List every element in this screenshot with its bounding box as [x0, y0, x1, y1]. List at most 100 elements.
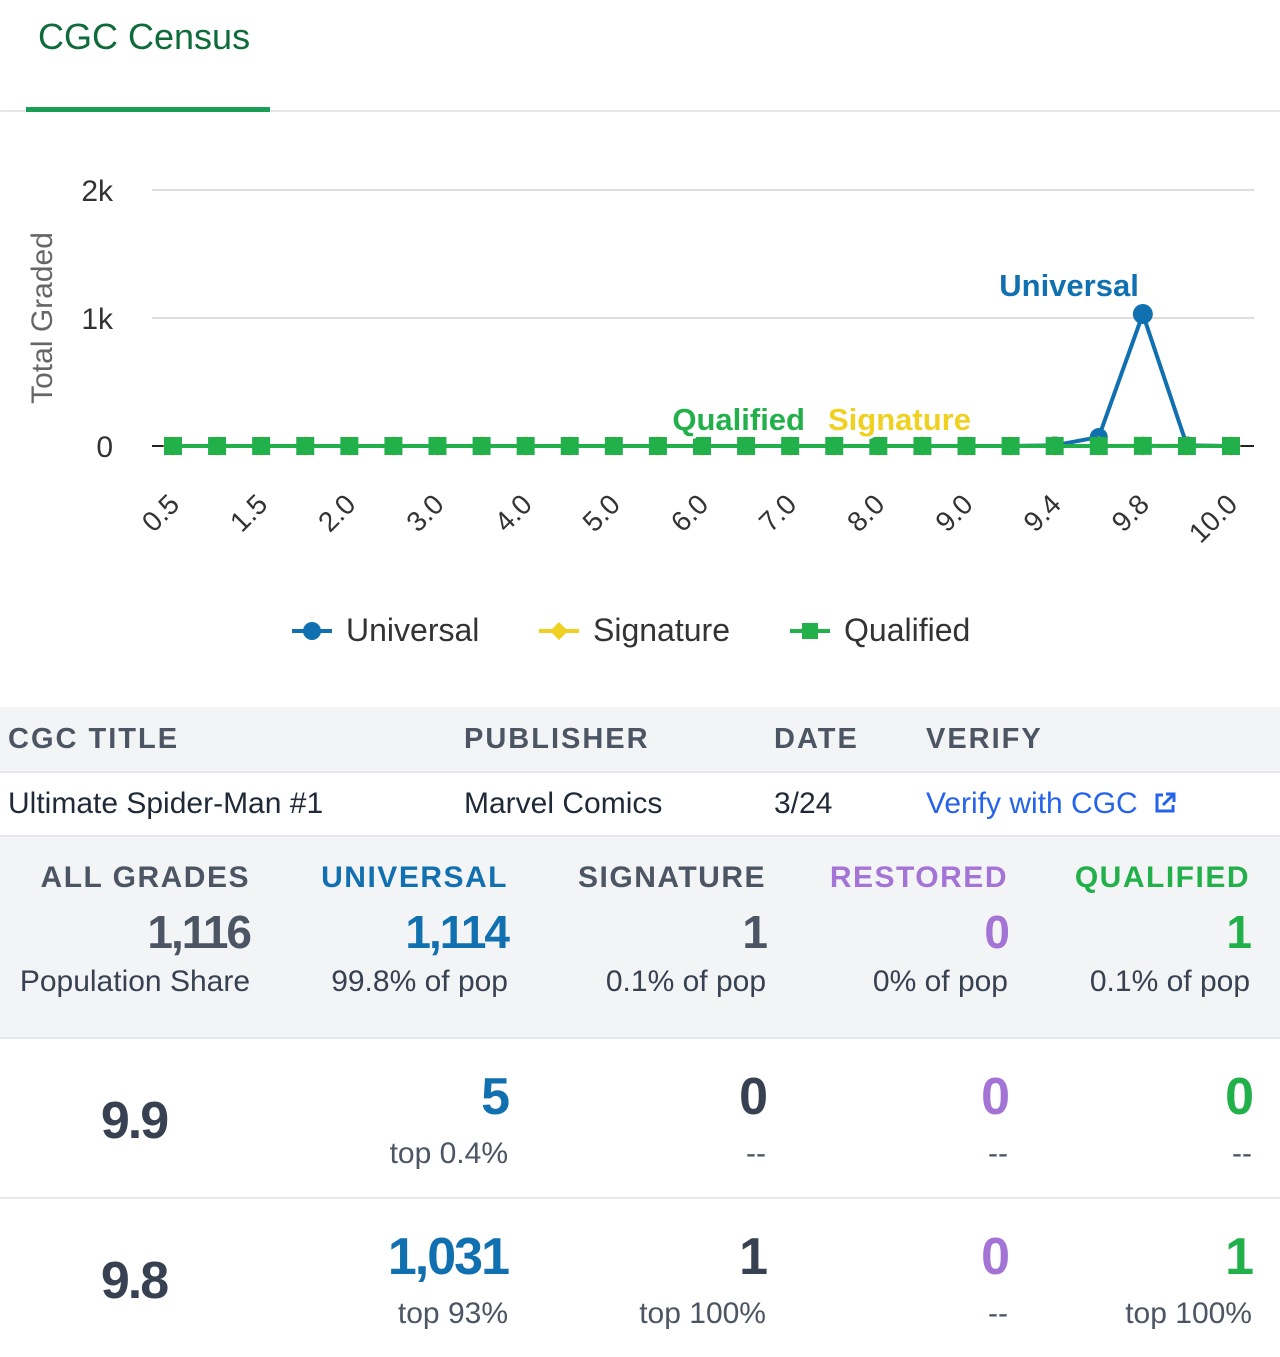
universal-count: 1,031 [280, 1227, 508, 1287]
qualified-count: 1 [1040, 1227, 1252, 1287]
legend-label: Signature [593, 612, 730, 649]
point-qualified [1002, 437, 1020, 455]
point-qualified [693, 437, 711, 455]
header-cgc-title: CGC TITLE [8, 723, 179, 756]
x-tick-label: 4.0 [488, 488, 537, 537]
summary-label: UNIVERSAL [280, 861, 508, 895]
signature-count: 0 [540, 1067, 766, 1127]
legend-item-universal[interactable]: Universal [290, 606, 490, 656]
point-qualified [958, 437, 976, 455]
grade-label: 9.9 [0, 1091, 268, 1151]
legend-label: Universal [346, 612, 479, 649]
chart-legend: Universal Signature Qualified [0, 606, 1280, 656]
x-tick-label: 1.5 [224, 488, 273, 537]
summary-value: 1,114 [280, 905, 508, 959]
y-tick-label: 1k [81, 303, 114, 336]
point-qualified [384, 437, 402, 455]
point-qualified [869, 437, 887, 455]
point-qualified [649, 437, 667, 455]
restored-count: 0 [790, 1067, 1008, 1127]
verify-with-cgc-link[interactable]: Verify with CGC [926, 787, 1178, 821]
summary-qualified: QUALIFIED 1 0.1% of pop [1040, 861, 1250, 999]
header-date: DATE [774, 723, 859, 756]
point-qualified [340, 437, 358, 455]
point-qualified [164, 437, 182, 455]
point-qualified [1222, 437, 1240, 455]
summary-label: RESTORED [790, 861, 1008, 895]
x-tick-label: 9.8 [1106, 488, 1155, 537]
signature-rank: -- [540, 1137, 766, 1171]
point-qualified [473, 437, 491, 455]
grade-label: 9.8 [0, 1251, 268, 1311]
info-table-header: CGC TITLE PUBLISHER DATE VERIFY [0, 707, 1280, 773]
info-table-row: Ultimate Spider-Man #1 Marvel Comics 3/2… [0, 773, 1280, 837]
legend-label: Qualified [844, 612, 970, 649]
point-qualified [781, 437, 799, 455]
point-qualified [252, 437, 270, 455]
header-verify: VERIFY [926, 723, 1043, 756]
publisher-name: Marvel Comics [464, 787, 662, 821]
point-universal-peak [1133, 304, 1153, 324]
x-tick-label: 5.0 [577, 488, 626, 537]
summary-label: SIGNATURE [540, 861, 766, 895]
signature-rank: top 100% [540, 1297, 766, 1331]
point-qualified [825, 437, 843, 455]
tab-bar: CGC Census [0, 0, 1280, 112]
y-tick-label: 2k [81, 175, 114, 208]
annotation-universal: Universal [999, 268, 1139, 303]
x-tick-label: 9.0 [929, 488, 978, 537]
summary-universal: UNIVERSAL 1,114 99.8% of pop [280, 861, 508, 999]
annotation-signature: Signature [828, 402, 971, 437]
point-qualified [605, 437, 623, 455]
tab-cgc-census[interactable]: CGC Census [26, 0, 270, 110]
tab-label: CGC Census [38, 16, 250, 58]
header-publisher: PUBLISHER [464, 723, 650, 756]
restored-rank: -- [790, 1297, 1008, 1331]
summary-sub: 0.1% of pop [540, 965, 766, 999]
x-tick-label: 2.0 [312, 488, 361, 537]
x-tick-label: 3.0 [400, 488, 449, 537]
x-tick-label: 7.0 [753, 488, 802, 537]
signature-count: 1 [540, 1227, 766, 1287]
summary-sub: Population Share [0, 965, 250, 999]
summary-signature: SIGNATURE 1 0.1% of pop [540, 861, 766, 999]
point-qualified [429, 437, 447, 455]
qualified-rank: top 100% [1040, 1297, 1252, 1331]
summary-value: 1 [540, 905, 766, 959]
universal-rank: top 93% [280, 1297, 508, 1331]
release-date: 3/24 [774, 787, 832, 821]
summary-restored: RESTORED 0 0% of pop [790, 861, 1008, 999]
x-tick-label: 9.4 [1017, 488, 1066, 537]
verify-link-label: Verify with CGC [926, 787, 1138, 820]
annotation-qualified: Qualified [672, 402, 805, 437]
legend-item-signature[interactable]: Signature [537, 606, 747, 656]
y-tick-label: 0 [96, 431, 113, 464]
summary-value: 1,116 [0, 905, 250, 959]
x-tick-label: 8.0 [841, 488, 890, 537]
point-qualified [208, 437, 226, 455]
universal-count: 5 [280, 1067, 508, 1127]
population-summary: ALL GRADES 1,116 Population Share UNIVER… [0, 837, 1280, 1039]
restored-rank: -- [790, 1137, 1008, 1171]
point-qualified [1134, 437, 1152, 455]
legend-item-qualified[interactable]: Qualified [788, 606, 988, 656]
point-qualified [1178, 437, 1196, 455]
universal-rank: top 0.4% [280, 1137, 508, 1171]
summary-label: ALL GRADES [0, 861, 250, 895]
external-link-icon [1152, 790, 1178, 816]
grade-row-9-9: 9.9 5 top 0.4% 0 -- 0 -- 0 -- [0, 1039, 1280, 1199]
summary-sub: 0% of pop [790, 965, 1008, 999]
point-qualified [737, 437, 755, 455]
qualified-count: 0 [1040, 1067, 1252, 1127]
grade-row-9-8: 9.8 1,031 top 93% 1 top 100% 0 -- 1 top … [0, 1199, 1280, 1357]
signature-legend-icon [537, 606, 581, 656]
point-qualified [1046, 437, 1064, 455]
point-qualified [517, 437, 535, 455]
summary-sub: 0.1% of pop [1040, 965, 1250, 999]
point-qualified [296, 437, 314, 455]
y-axis-label: Total Graded [26, 232, 59, 404]
summary-sub: 99.8% of pop [280, 965, 508, 999]
summary-label: QUALIFIED [1040, 861, 1250, 895]
point-qualified [1090, 437, 1108, 455]
